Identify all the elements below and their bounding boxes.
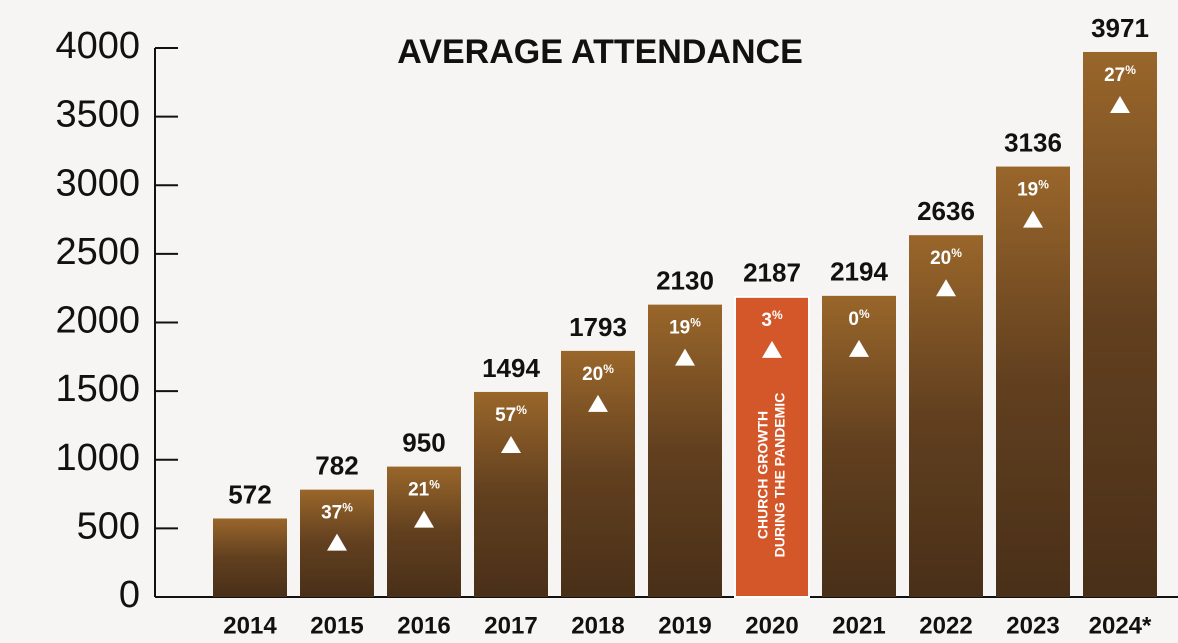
bar-tint (561, 351, 635, 597)
growth-unit: % (1038, 178, 1049, 192)
x-tick-label: 2022 (919, 612, 972, 639)
growth-number: 3 (761, 310, 772, 331)
x-tick-label: 2021 (832, 612, 885, 639)
growth-unit: % (1125, 63, 1136, 77)
chart-title: AVERAGE ATTENDANCE (397, 33, 803, 71)
bar-tint (1083, 52, 1157, 597)
y-tick-label: 3000 (55, 162, 140, 204)
growth-unit: % (772, 308, 783, 322)
growth-unit: % (951, 246, 962, 260)
growth-unit: % (429, 478, 440, 492)
x-tick-label: 2017 (484, 612, 537, 639)
growth-number: 19 (669, 318, 690, 339)
growth-number: 37 (321, 503, 342, 524)
bar-annotation: DURING THE PANDEMIC (772, 393, 788, 558)
growth-number: 21 (408, 480, 430, 501)
x-tick-label: 2020 (745, 612, 798, 639)
bar-annotation: CHURCH GROWTH (755, 411, 771, 539)
value-label: 2636 (917, 196, 975, 226)
growth-unit: % (603, 362, 614, 376)
value-label: 3136 (1004, 127, 1062, 157)
growth-number: 57 (495, 405, 516, 426)
growth-number: 20 (582, 364, 603, 385)
growth-unit: % (342, 501, 353, 515)
growth-number: 27 (1104, 65, 1125, 86)
value-label: 2194 (830, 257, 888, 287)
y-tick-label: 3500 (55, 94, 140, 136)
chart: AVERAGE ATTENDANCE 0 500 1000 1500 2000 2500 3… (0, 0, 1178, 643)
x-tick-label: 2023 (1006, 612, 1059, 639)
growth-unit: % (690, 316, 701, 330)
growth-number: 0 (848, 309, 859, 330)
bar-tint (648, 305, 722, 597)
x-tick-label: 2014 (223, 612, 277, 639)
growth-unit: % (516, 403, 527, 417)
y-tick-label: 2000 (55, 300, 140, 342)
x-tick-label: 2024* (1089, 612, 1152, 639)
value-label: 2130 (656, 266, 714, 296)
y-tick-label: 500 (77, 505, 140, 547)
growth-number: 19 (1017, 180, 1038, 201)
y-tick-label: 2500 (55, 231, 140, 273)
value-label: 1494 (482, 353, 540, 383)
growth-number: 20 (930, 248, 951, 269)
bar-tint (213, 518, 287, 597)
value-label: 950 (402, 427, 445, 457)
growth-unit: % (859, 307, 870, 321)
x-tick-label: 2019 (658, 612, 711, 639)
value-label: 3971 (1091, 13, 1149, 43)
y-tick-label: 0 (119, 574, 140, 616)
bar-tint (996, 167, 1070, 597)
x-tick-label: 2018 (571, 612, 624, 639)
y-tick-label: 4000 (55, 25, 140, 67)
x-tick-label: 2015 (310, 612, 363, 639)
y-tick-label: 1000 (55, 437, 140, 479)
value-label: 782 (315, 451, 358, 481)
value-label: 1793 (569, 312, 627, 342)
value-label: 2187 (743, 258, 801, 288)
y-tick-label: 1500 (55, 368, 140, 410)
value-label: 572 (228, 479, 271, 509)
x-tick-label: 2016 (397, 612, 450, 639)
